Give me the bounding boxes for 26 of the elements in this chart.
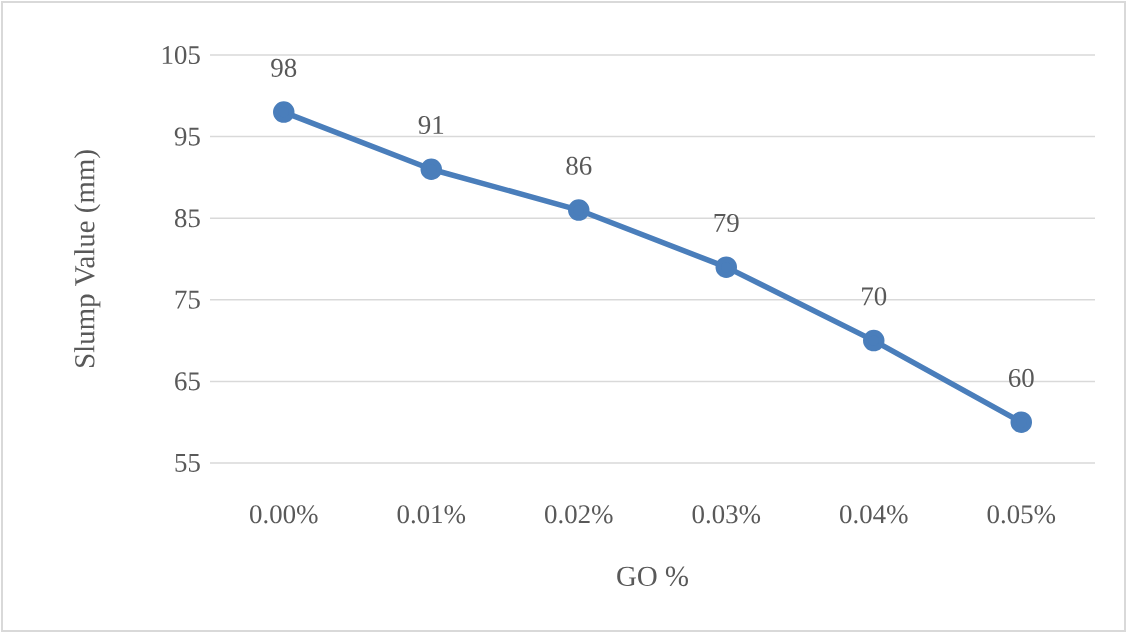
x-tick-label: 0.01% [397,505,466,524]
data-label: 79 [714,213,739,232]
point [273,101,295,123]
y-tick-label: 105 [162,45,200,65]
x-tick-label: 0.03% [692,505,761,524]
y-tick-label: 95 [174,127,200,146]
y-axis-title: Slump Value (mm) [74,150,101,367]
y-tick-label: 65 [175,372,200,391]
point [568,199,590,221]
point [715,256,738,278]
point [420,158,443,180]
point [1010,411,1033,433]
point [863,329,885,352]
y-tick-label: 75 [175,290,200,309]
x-axis-title: GO % [617,566,688,587]
data-label: 60 [1008,368,1034,388]
data-label: 98 [271,58,297,77]
y-tick-label: 55 [175,454,200,472]
x-tick-label: 0.04% [840,505,908,524]
x-tick-label: 0.02% [545,505,613,524]
y-tick-label: 85 [174,209,200,228]
data-label: 86 [566,156,592,175]
x-tick-label: 0.05% [987,505,1056,524]
x-tick-label: 0.00% [250,505,318,524]
data-label: 91 [418,115,444,135]
data-label: 70 [862,287,887,306]
